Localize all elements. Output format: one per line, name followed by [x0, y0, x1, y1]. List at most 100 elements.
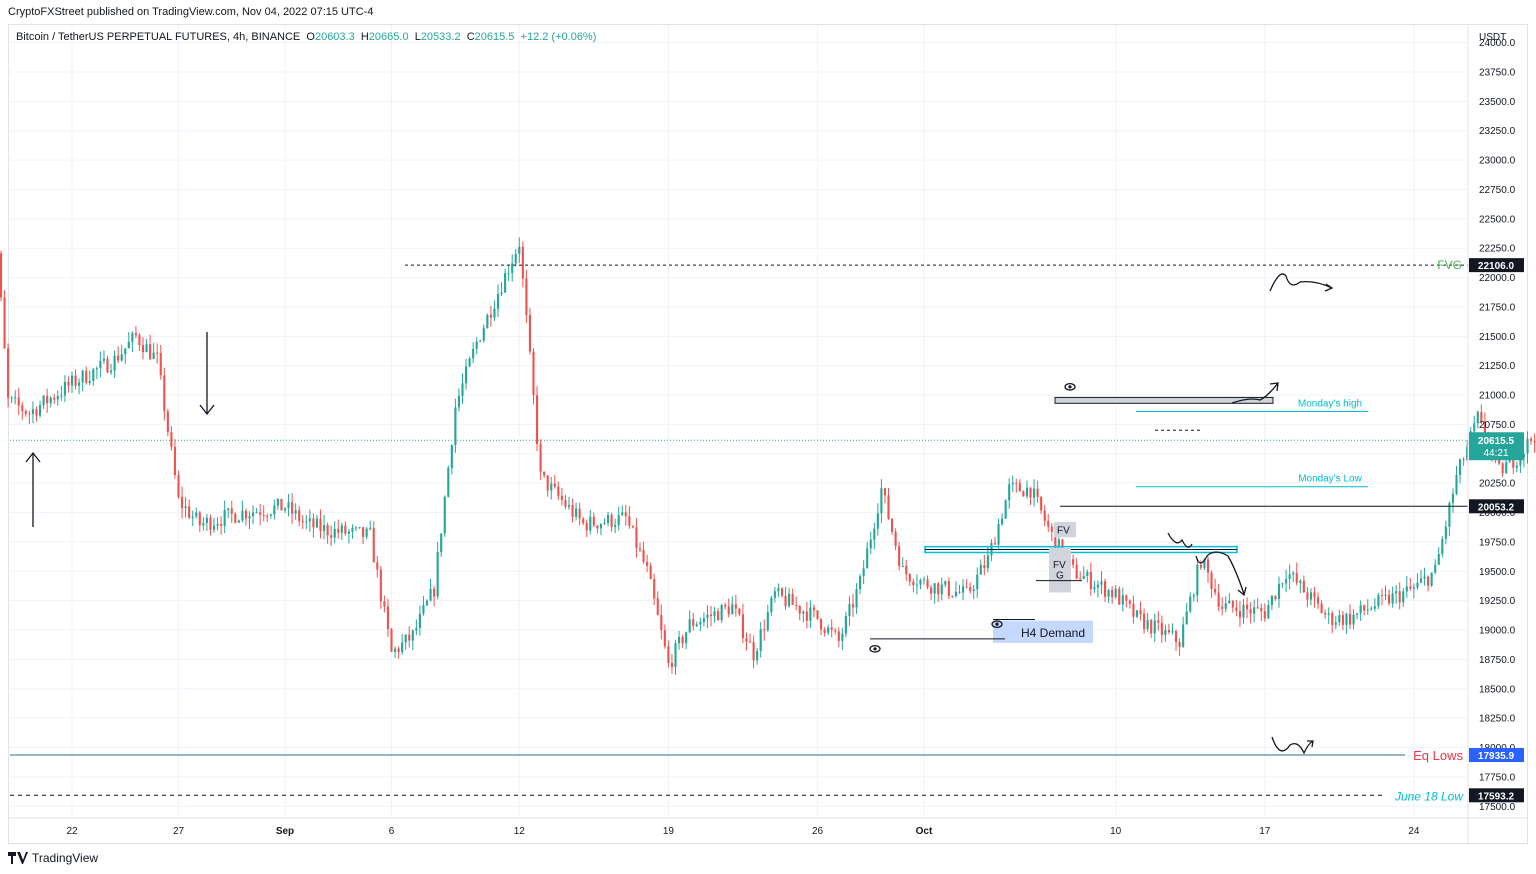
candle-body — [287, 502, 290, 509]
chart-grid — [10, 25, 1468, 818]
tradingview-brand: TradingView — [32, 851, 99, 865]
candle-body — [141, 345, 145, 353]
candle-body — [408, 634, 411, 641]
candle-body — [340, 525, 343, 533]
price-tick-label: 23750.0 — [1479, 67, 1516, 78]
candle-body — [933, 583, 936, 594]
candle-body — [74, 375, 77, 386]
candle-body — [212, 525, 216, 530]
candlestick-series — [0, 237, 1536, 675]
candle-body — [315, 518, 319, 528]
candle-body — [1217, 592, 1220, 607]
candle-body — [330, 535, 333, 538]
candle-body — [851, 604, 855, 608]
candle-body — [1473, 423, 1476, 432]
price-tick-label: 24000.0 — [1479, 38, 1516, 49]
candle-body — [124, 348, 127, 355]
candle-body — [1320, 603, 1323, 614]
candle-body — [1089, 571, 1092, 590]
candle-body — [393, 648, 397, 652]
candle-body — [816, 610, 819, 619]
candle-body — [734, 604, 737, 609]
candle-body — [766, 612, 769, 631]
candle-body — [692, 619, 695, 627]
candle-body — [99, 360, 102, 368]
candle-body — [1079, 578, 1082, 580]
candle-body — [1153, 620, 1156, 634]
candle-body — [912, 581, 915, 586]
candle-body — [777, 588, 780, 592]
candle-body — [31, 409, 35, 414]
candle-body — [1135, 610, 1139, 617]
candle-body — [308, 518, 311, 522]
candle-body — [454, 407, 457, 446]
open-value: 20603.3 — [314, 31, 355, 43]
candle-body — [166, 411, 169, 433]
h4-demand-box — [993, 620, 1093, 643]
candle-body — [496, 293, 500, 309]
candle-body — [937, 583, 940, 595]
candle-body — [1398, 591, 1401, 603]
candle-body — [262, 514, 265, 516]
candle-body — [1306, 592, 1309, 600]
candle-body — [1206, 559, 1210, 573]
candle-body — [1025, 487, 1029, 497]
candle-body — [830, 627, 833, 631]
candle-body — [745, 638, 748, 642]
mondays-high-label: Monday's high — [1298, 399, 1362, 410]
candle-body — [106, 358, 109, 373]
eq-lows-sweep-path-icon — [1271, 736, 1314, 755]
candle-body — [759, 629, 762, 651]
candle-body — [798, 605, 801, 614]
price-tick-label: 22750.0 — [1479, 185, 1516, 196]
candle-body — [489, 314, 492, 318]
candle-body — [440, 533, 443, 553]
candle-body — [951, 595, 954, 597]
support-price-tag-text: 20053.2 — [1478, 502, 1515, 513]
candle-body — [1324, 613, 1327, 615]
candle-body — [49, 397, 52, 404]
candle-body — [244, 510, 248, 519]
candle-body — [564, 500, 567, 507]
candle-body — [337, 528, 340, 533]
candle-body — [1228, 600, 1231, 604]
candle-body — [905, 565, 908, 575]
candle-body — [486, 314, 489, 329]
candle-body — [1146, 619, 1149, 630]
eye-icon — [869, 644, 881, 653]
candle-body — [479, 340, 482, 342]
candle-body — [1157, 620, 1160, 623]
candle-body — [1366, 609, 1369, 611]
candle-body — [834, 630, 837, 632]
candle-body — [1224, 603, 1227, 609]
price-tick-label: 20000.0 — [1479, 508, 1516, 519]
price-tick-label: 17750.0 — [1479, 772, 1516, 783]
candle-body — [1164, 629, 1167, 635]
candle-body — [752, 642, 755, 661]
candle-body — [227, 508, 230, 511]
candle-body — [1419, 578, 1423, 583]
price-tick-label: 22250.0 — [1479, 244, 1516, 255]
candle-body — [859, 576, 862, 590]
candle-body — [901, 565, 904, 567]
candle-body — [14, 397, 17, 399]
candle-body — [475, 341, 478, 349]
price-tick-label: 23250.0 — [1479, 126, 1516, 137]
candle-body — [397, 648, 400, 653]
candle-body — [326, 524, 329, 536]
candle-body — [1313, 592, 1316, 598]
candle-body — [869, 539, 872, 549]
high-label: H — [360, 31, 369, 43]
candle-body — [67, 381, 70, 386]
candle-body — [88, 380, 91, 383]
h4-demand-label: H4 Demand — [1021, 626, 1085, 640]
candle-body — [1100, 581, 1103, 585]
tradingview-footer[interactable]: TradingView — [8, 851, 98, 865]
candle-body — [954, 591, 958, 597]
candle-body — [677, 636, 681, 644]
candle-body — [812, 607, 816, 611]
candle-body — [780, 588, 784, 596]
june-low-price-tag — [1469, 788, 1524, 803]
